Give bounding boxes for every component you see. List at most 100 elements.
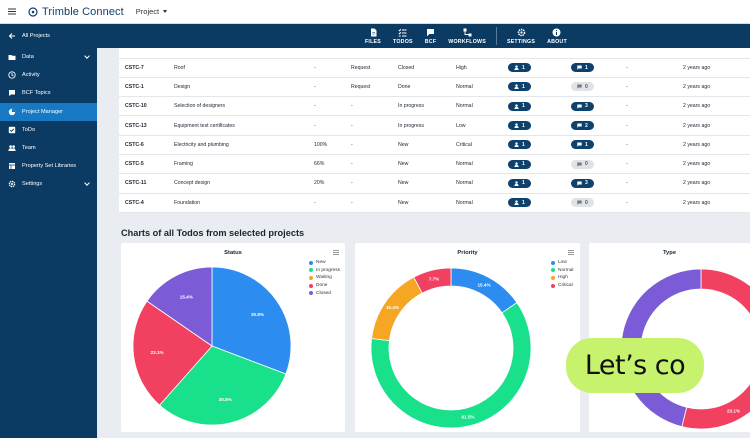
todo-priority: Normal <box>450 154 502 175</box>
todo-id: CSTC-13 <box>119 115 168 136</box>
chevron-down-icon[interactable] <box>84 53 90 59</box>
sidebar-item-property-set-libraries[interactable]: Property Set Libraries <box>0 157 97 175</box>
comment-count-badge[interactable]: 0 <box>571 198 594 208</box>
table-row[interactable]: CSTC-13 Equipment test certificates - - In p… <box>119 115 750 136</box>
legend-item[interactable]: Low <box>551 259 573 267</box>
legend-item[interactable]: Waiting <box>309 274 340 282</box>
toolbar-files-button[interactable]: FILES <box>359 24 387 48</box>
chart-menu-icon[interactable] <box>568 250 574 255</box>
sidebar-item-settings[interactable]: Settings <box>0 175 97 193</box>
pie-slice[interactable] <box>700 268 750 377</box>
todo-title: Roof <box>168 58 308 78</box>
todo-assignees: 1 <box>502 77 565 98</box>
sidebar-item-all-projects[interactable]: All Projects <box>0 24 97 48</box>
toolbar-todos-button[interactable]: TODOS <box>387 24 419 48</box>
table-cell <box>345 48 392 59</box>
table-row[interactable]: CSTC-6 Electricity and plumbing 100% - New Cr… <box>119 135 750 155</box>
legend-marker <box>551 275 555 280</box>
legend-item[interactable]: New <box>309 259 340 267</box>
todo-extra <box>739 115 750 136</box>
assignee-count-badge[interactable]: 1 <box>508 63 531 73</box>
pie-slice[interactable] <box>450 267 518 314</box>
pie-slice[interactable] <box>370 302 532 429</box>
todo-priority: Normal <box>450 96 502 117</box>
menu-icon[interactable] <box>0 0 24 24</box>
assignee-count-badge[interactable]: 1 <box>508 140 531 150</box>
toolbar-about-button[interactable]: ABOUT <box>541 24 573 48</box>
assignee-count-badge[interactable]: 1 <box>508 198 531 208</box>
assignee-count-badge[interactable]: 1 <box>508 121 531 131</box>
pie-slice[interactable] <box>132 300 213 406</box>
comment-icon <box>577 104 582 109</box>
comment-count-badge[interactable]: 3 <box>571 101 594 111</box>
comment-count-badge[interactable]: 0 <box>571 82 594 92</box>
table-row[interactable]: CSTC-4 Foundation - - New Normal 1 0-2 years ag… <box>119 193 750 213</box>
table-row[interactable]: CSTC-1 Design - Request Done Normal 1 0-2 years… <box>119 77 750 98</box>
files-icon <box>370 28 376 36</box>
assignee-count: 1 <box>522 180 525 187</box>
chart-menu-icon[interactable] <box>333 250 339 255</box>
todo-assignees: 1 <box>502 135 565 155</box>
sidebar-item-label: Settings <box>22 181 43 188</box>
status-chart-card: Status 30.8% 30.8% 23.1% 15.4% New In progre… <box>121 243 345 432</box>
legend-item[interactable]: High <box>551 274 573 282</box>
sidebar-item-data[interactable]: Data <box>0 48 97 66</box>
top-bar: Trimble Connect Project <box>0 0 750 24</box>
promo-badge[interactable]: Let’s co <box>566 338 704 393</box>
toolbar-workflows-button[interactable]: WORKFLOWS <box>442 24 492 48</box>
sidebar-item-bcf-topics[interactable]: BCF Topics <box>0 84 97 102</box>
table-cell <box>450 48 502 59</box>
assignee-count-badge[interactable]: 1 <box>508 82 531 92</box>
project-selector[interactable]: Project <box>136 7 168 16</box>
workflows-icon <box>463 28 472 36</box>
table-row[interactable]: CSTC-11 Concept design 20% - New Normal 1 3-2 y… <box>119 173 750 194</box>
todo-due: - <box>620 96 677 117</box>
legend-marker <box>309 291 313 296</box>
comment-count-badge[interactable]: 3 <box>571 178 594 188</box>
pie-slice[interactable] <box>211 266 292 375</box>
comment-count: 1 <box>585 141 588 148</box>
legend-item[interactable]: Closed <box>309 289 340 297</box>
legend-item[interactable]: Critical <box>551 282 573 290</box>
comment-count-badge[interactable]: 1 <box>571 63 594 73</box>
clock-icon <box>8 71 16 79</box>
assignee-count-badge[interactable]: 1 <box>508 178 531 188</box>
comment-count-badge[interactable]: 1 <box>571 140 594 150</box>
chevron-down-icon[interactable] <box>84 180 90 187</box>
assignee-count: 1 <box>522 64 525 71</box>
comment-count: 2 <box>585 122 588 129</box>
table-row[interactable]: CSTC-10 Selection of designers - - In progre… <box>119 96 750 117</box>
pie-slice[interactable] <box>413 267 452 294</box>
table-row[interactable]: CSTC-7 Roof - Request Closed High 1 1-2 years a… <box>119 58 750 78</box>
assignee-count-badge[interactable]: 1 <box>508 101 531 111</box>
toolbar-bcf-button[interactable]: BCF <box>419 24 443 48</box>
legend-item[interactable]: Normal <box>551 267 573 275</box>
sidebar-item-activity[interactable]: Activity <box>0 66 97 84</box>
sidebar-item-project-manager[interactable]: Project Manager <box>0 102 97 121</box>
legend-item[interactable]: Done <box>309 282 340 290</box>
sidebar-item-team[interactable]: Team <box>0 139 97 157</box>
sidebar-item-todo[interactable]: ToDo <box>0 121 97 139</box>
table-row[interactable]: CSTC-5 Framing 66% - New Normal 1 0-2 years ago <box>119 154 750 175</box>
comment-count-badge[interactable]: 2 <box>571 121 594 131</box>
legend-label: In progress <box>316 267 340 273</box>
comment-count-badge[interactable]: 0 <box>571 159 594 169</box>
todo-id: CSTC-10 <box>119 96 168 117</box>
pie-slice[interactable] <box>159 345 287 426</box>
assignee-count-badge[interactable]: 1 <box>508 159 531 169</box>
todo-id: CSTC-7 <box>119 58 168 78</box>
comment-icon <box>577 123 582 128</box>
todo-due: - <box>620 193 677 213</box>
todo-type: Request <box>345 77 392 98</box>
toolbar-settings-button[interactable]: SETTINGS <box>501 24 541 48</box>
project-manager-icon <box>8 108 16 116</box>
toolbar-button-label: FILES <box>365 38 382 45</box>
table-row[interactable] <box>119 48 750 59</box>
legend-item[interactable]: In progress <box>309 267 340 275</box>
todo-created: 2 years ago <box>677 173 739 194</box>
todo-assignees: 1 <box>502 193 565 213</box>
todo-title: Design <box>168 77 308 98</box>
todo-assignees: 1 <box>502 154 565 175</box>
comment-count: 0 <box>585 161 588 168</box>
pie-slice[interactable] <box>146 266 213 347</box>
